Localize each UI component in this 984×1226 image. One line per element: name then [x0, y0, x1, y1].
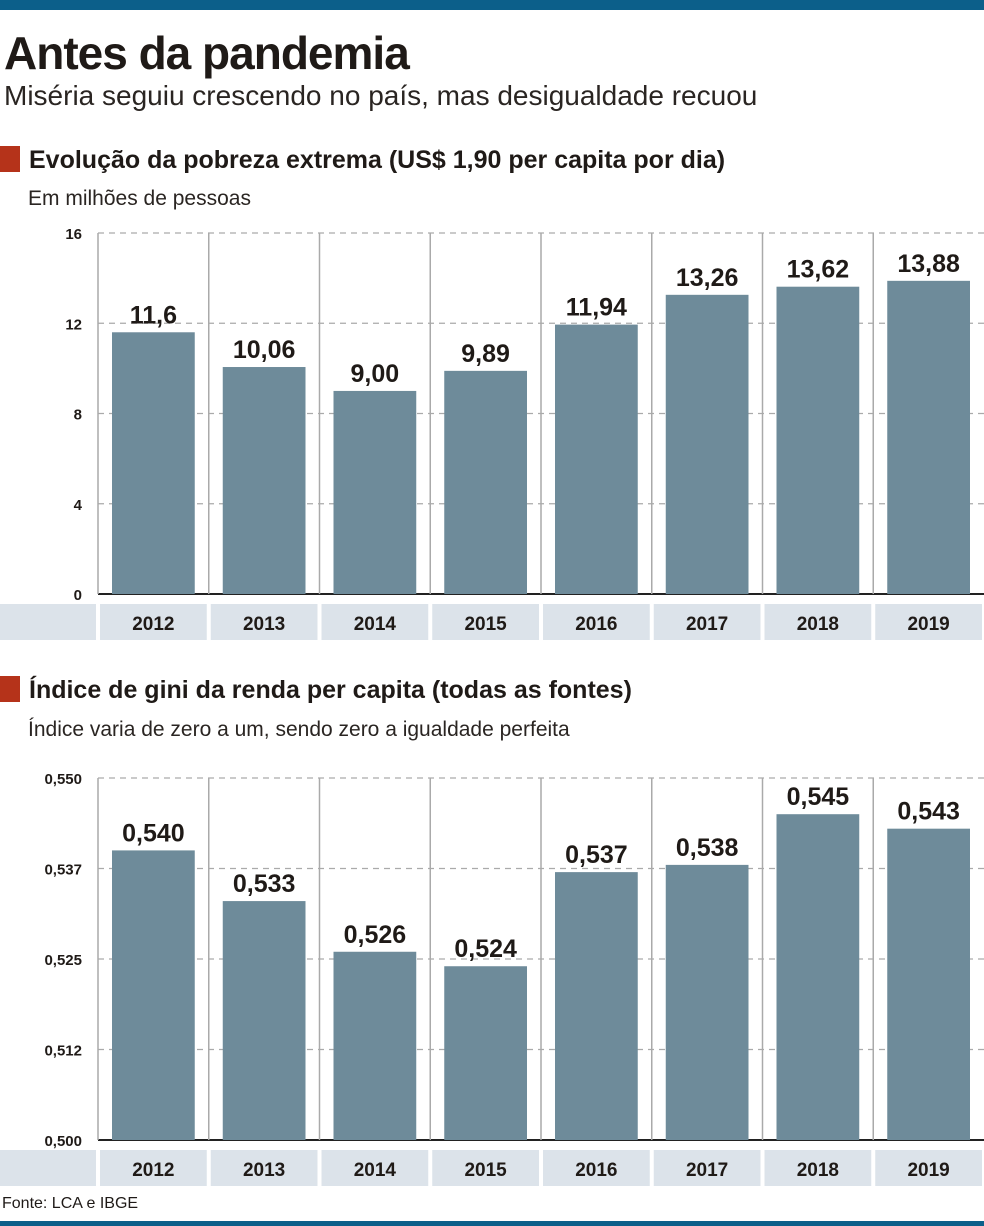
bar-2014 — [333, 390, 417, 594]
bar-2016 — [555, 872, 638, 1140]
bar-2015 — [444, 966, 527, 1140]
bar-2012 — [112, 850, 195, 1140]
bar-2017 — [665, 294, 749, 594]
year-band — [100, 604, 207, 640]
data-label: 0,533 — [233, 870, 296, 898]
chart2-title: Índice de gini da renda per capita (toda… — [0, 676, 632, 705]
section-marker-icon — [0, 676, 20, 702]
chart2-title-text: Índice de gini da renda per capita (toda… — [29, 676, 632, 704]
page-title: Antes da pandemia — [4, 27, 410, 79]
data-label: 13,88 — [897, 250, 960, 278]
bar-2017 — [665, 864, 749, 1140]
x-tick-label: 2017 — [686, 1160, 728, 1181]
data-label: 13,26 — [676, 264, 739, 292]
data-label: 9,89 — [461, 340, 510, 368]
section-marker-icon — [0, 146, 20, 172]
x-tick-label: 2014 — [354, 614, 397, 635]
data-label: 0,543 — [897, 798, 960, 826]
year-band — [0, 1150, 96, 1186]
year-band — [764, 1150, 872, 1186]
x-tick-label: 2013 — [243, 614, 285, 635]
x-tick-label: 2015 — [464, 614, 507, 635]
data-label: 11,94 — [566, 294, 627, 322]
bar-2016 — [555, 324, 638, 594]
x-tick-label: 2016 — [575, 614, 617, 635]
y-tick-label: 8 — [74, 407, 82, 424]
bar-2013 — [222, 901, 306, 1140]
x-tick-label: 2014 — [354, 1160, 397, 1181]
data-label: 11,6 — [130, 301, 177, 329]
y-tick-label: 0,525 — [44, 952, 82, 969]
year-band — [432, 604, 539, 640]
year-band — [210, 1150, 318, 1186]
x-tick-label: 2017 — [686, 614, 728, 635]
x-tick-label: 2016 — [575, 1160, 617, 1181]
bar-2019 — [887, 280, 970, 594]
bar-2012 — [112, 332, 195, 594]
x-tick-label: 2012 — [132, 614, 174, 635]
chart2-subtitle: Índice varia de zero a um, sendo zero a … — [28, 718, 570, 741]
chart1-title-text: Evolução da pobreza extrema (US$ 1,90 pe… — [29, 146, 726, 174]
year-band — [100, 1150, 207, 1186]
year-band — [321, 604, 429, 640]
data-label: 0,540 — [122, 819, 185, 847]
data-label: 0,526 — [344, 921, 407, 949]
year-band — [543, 1150, 650, 1186]
y-tick-label: 0,550 — [44, 771, 82, 788]
page-subtitle: Miséria seguiu crescendo no país, mas de… — [4, 80, 758, 111]
data-label: 0,538 — [676, 834, 739, 862]
bar-2015 — [444, 370, 527, 594]
y-tick-label: 0,500 — [44, 1133, 82, 1150]
data-label: 0,537 — [565, 841, 628, 869]
bar-2019 — [887, 828, 970, 1140]
y-tick-label: 0,512 — [44, 1043, 82, 1060]
bar-2018 — [776, 286, 860, 594]
bottom-frame-bar — [0, 1221, 984, 1226]
x-tick-label: 2018 — [797, 1160, 839, 1181]
chart1-subtitle: Em milhões de pessoas — [28, 187, 251, 210]
x-tick-label: 2019 — [907, 1160, 949, 1181]
y-tick-label: 0 — [74, 587, 82, 604]
year-band — [432, 1150, 539, 1186]
x-tick-label: 2013 — [243, 1160, 285, 1181]
data-label: 10,06 — [233, 336, 296, 364]
year-band — [653, 1150, 761, 1186]
data-label: 13,62 — [787, 256, 850, 284]
y-tick-label: 0,537 — [44, 862, 82, 879]
x-tick-label: 2018 — [797, 614, 839, 635]
top-frame-bar — [0, 0, 984, 10]
chart1-svg: 0 4 8 12 16 11,6 2012 10,06 2013 9,00 2014 9,89 2015… — [0, 226, 984, 640]
data-label: 9,00 — [351, 360, 400, 388]
y-tick-label: 16 — [65, 226, 82, 243]
data-label: 0,524 — [454, 935, 517, 963]
y-tick-label: 12 — [65, 316, 82, 333]
year-band — [875, 1150, 982, 1186]
year-band — [653, 604, 761, 640]
x-tick-label: 2015 — [464, 1160, 507, 1181]
x-tick-label: 2019 — [907, 614, 949, 635]
chart2-svg: 0,500 0,512 0,525 0,537 0,550 0,540 2012 0,533 2… — [0, 771, 984, 1186]
year-band — [543, 604, 650, 640]
year-band — [210, 604, 318, 640]
year-band — [0, 604, 96, 640]
bar-2013 — [222, 367, 306, 594]
bar-2018 — [776, 814, 860, 1140]
data-label: 0,545 — [787, 783, 850, 811]
bar-2014 — [333, 951, 417, 1140]
x-tick-label: 2012 — [132, 1160, 174, 1181]
y-tick-label: 4 — [74, 497, 83, 514]
year-band — [321, 1150, 429, 1186]
year-band — [875, 604, 982, 640]
chart1-title: Evolução da pobreza extrema (US$ 1,90 pe… — [0, 146, 725, 175]
year-band — [764, 604, 872, 640]
source-note: Fonte: LCA e IBGE — [2, 1195, 139, 1212]
